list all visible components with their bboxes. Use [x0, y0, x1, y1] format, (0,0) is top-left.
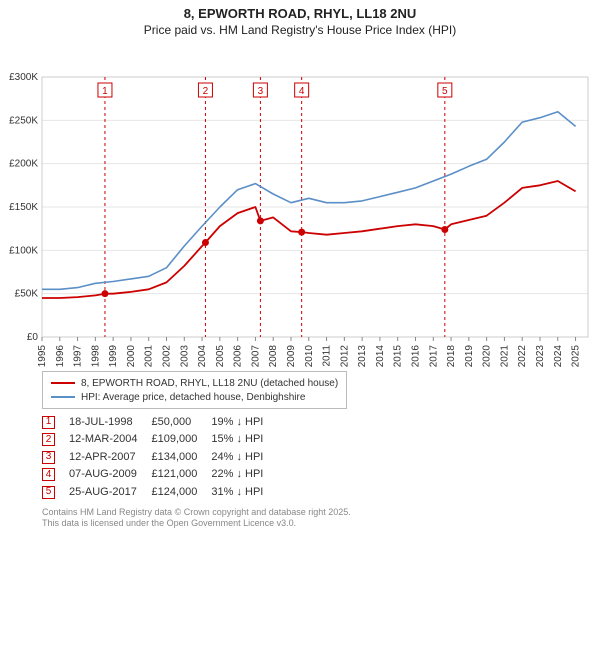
chart-subtitle: Price paid vs. HM Land Registry's House … — [6, 23, 594, 37]
table-row: 312-APR-2007£134,00024% ↓ HPI — [42, 448, 277, 466]
svg-text:2007: 2007 — [250, 345, 261, 367]
svg-text:1995: 1995 — [37, 345, 48, 367]
svg-text:2020: 2020 — [482, 345, 493, 367]
svg-text:5: 5 — [442, 86, 448, 97]
price-chart: £0 £50K £100K £150K £200K £250K £300K 1995 1996 1… — [6, 37, 594, 367]
svg-text:£0: £0 — [27, 332, 39, 343]
svg-text:£250K: £250K — [9, 115, 38, 126]
table-row: 118-JUL-1998£50,00019% ↓ HPI — [42, 413, 277, 431]
svg-text:2000: 2000 — [126, 345, 137, 367]
svg-text:2004: 2004 — [197, 345, 208, 367]
svg-text:3: 3 — [258, 86, 264, 97]
table-row: 525-AUG-2017£124,00031% ↓ HPI — [42, 483, 277, 501]
svg-text:2018: 2018 — [446, 345, 457, 367]
svg-text:2009: 2009 — [286, 345, 297, 367]
svg-text:1997: 1997 — [73, 345, 84, 367]
svg-text:1996: 1996 — [55, 345, 66, 367]
svg-text:2025: 2025 — [571, 345, 582, 367]
svg-text:1998: 1998 — [90, 345, 101, 367]
chart-title: 8, EPWORTH ROAD, RHYL, LL18 2NU — [6, 6, 594, 21]
svg-text:2022: 2022 — [517, 345, 528, 367]
footer-attribution: Contains HM Land Registry data © Crown c… — [42, 507, 594, 536]
svg-text:2012: 2012 — [339, 345, 350, 367]
legend-item: HPI: Average price, detached house, Denb… — [51, 390, 338, 404]
svg-text:1: 1 — [102, 86, 108, 97]
svg-text:£200K: £200K — [9, 159, 38, 170]
svg-text:2024: 2024 — [553, 345, 564, 367]
svg-text:2006: 2006 — [233, 345, 244, 367]
svg-text:2003: 2003 — [179, 345, 190, 367]
svg-text:2015: 2015 — [393, 345, 404, 367]
svg-text:2: 2 — [203, 86, 209, 97]
svg-text:2021: 2021 — [499, 345, 510, 367]
table-row: 407-AUG-2009£121,00022% ↓ HPI — [42, 466, 277, 484]
svg-text:4: 4 — [299, 86, 305, 97]
svg-text:2013: 2013 — [357, 345, 368, 367]
svg-text:£100K: £100K — [9, 245, 38, 256]
svg-text:£150K: £150K — [9, 202, 38, 213]
svg-text:£300K: £300K — [9, 72, 38, 83]
legend-item: 8, EPWORTH ROAD, RHYL, LL18 2NU (detache… — [51, 376, 338, 390]
transactions-table: 118-JUL-1998£50,00019% ↓ HPI212-MAR-2004… — [42, 413, 277, 501]
svg-text:2001: 2001 — [144, 345, 155, 367]
svg-text:2017: 2017 — [428, 345, 439, 367]
svg-text:2010: 2010 — [304, 345, 315, 367]
svg-text:2016: 2016 — [410, 345, 421, 367]
svg-text:2002: 2002 — [161, 345, 172, 367]
svg-text:1999: 1999 — [108, 345, 119, 367]
legend: 8, EPWORTH ROAD, RHYL, LL18 2NU (detache… — [42, 371, 347, 409]
svg-text:2011: 2011 — [322, 345, 333, 367]
svg-text:2014: 2014 — [375, 345, 386, 367]
svg-text:2023: 2023 — [535, 345, 546, 367]
svg-text:2019: 2019 — [464, 345, 475, 367]
svg-text:£50K: £50K — [15, 289, 39, 300]
svg-text:2005: 2005 — [215, 345, 226, 367]
svg-text:2008: 2008 — [268, 345, 279, 367]
table-row: 212-MAR-2004£109,00015% ↓ HPI — [42, 431, 277, 449]
